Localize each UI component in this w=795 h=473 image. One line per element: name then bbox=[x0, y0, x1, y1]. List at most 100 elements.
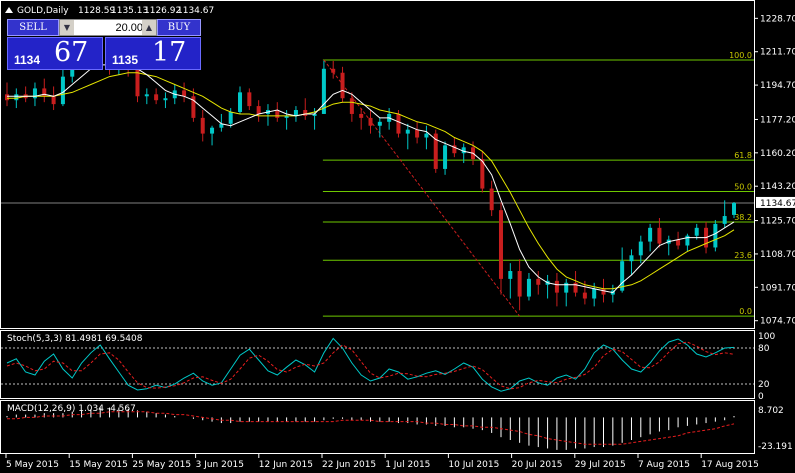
candle-body bbox=[498, 210, 503, 279]
candle-body bbox=[508, 271, 513, 279]
candle-body bbox=[582, 292, 587, 299]
sell-button[interactable]: SELL bbox=[7, 19, 59, 36]
candle-body bbox=[219, 123, 224, 128]
fib-trend-line[interactable] bbox=[323, 59, 521, 317]
candle-body bbox=[340, 72, 345, 99]
fib-level-label: 100.0 bbox=[729, 51, 752, 60]
price-tick-label: 1211.70 bbox=[760, 48, 795, 58]
ask-price-box[interactable]: 1135 17 bbox=[105, 37, 201, 70]
candle-body bbox=[228, 111, 233, 124]
candle-body bbox=[247, 92, 252, 107]
bid-price-prefix: 1134 bbox=[14, 53, 41, 67]
price-tick-label: 1194.70 bbox=[760, 81, 795, 91]
candle-body bbox=[685, 235, 690, 246]
macd-panel-frame bbox=[0, 400, 755, 454]
ask-price-prefix: 1135 bbox=[112, 53, 139, 67]
candle-body bbox=[638, 241, 643, 256]
candle-body bbox=[526, 278, 531, 297]
date-tick-label: 3 Jun 2015 bbox=[196, 460, 244, 470]
date-tick-label: 10 Jul 2015 bbox=[448, 460, 499, 470]
macd-scale-top: 8.702 bbox=[758, 406, 784, 416]
price-tick-label: 1143.20 bbox=[760, 182, 795, 192]
stoch-level-label: 0 bbox=[758, 392, 764, 402]
stoch-levels: 100 80 20 0 bbox=[1, 332, 775, 402]
date-tick-label: 17 Aug 2015 bbox=[701, 460, 759, 470]
candle-body bbox=[573, 282, 578, 293]
fib-level-label: 50.0 bbox=[734, 183, 752, 192]
candle-body bbox=[14, 94, 19, 101]
candle-body bbox=[293, 110, 298, 116]
macd-title: MACD(12,26,9) 1.034 -4.567 bbox=[7, 404, 136, 414]
lot-size-input[interactable] bbox=[75, 20, 145, 35]
candle-body bbox=[554, 280, 559, 293]
candle-body bbox=[443, 145, 448, 169]
collapse-triangle-icon[interactable] bbox=[5, 7, 13, 13]
one-click-trading-panel: SELL ▼ ▲ BUY 1134 67 1135 17 bbox=[7, 19, 201, 70]
candle-body bbox=[312, 113, 317, 116]
candle-body bbox=[284, 115, 289, 118]
lot-size-control: ▼ ▲ bbox=[59, 19, 157, 36]
price-tick-label: 1177.20 bbox=[760, 115, 795, 125]
buy-button[interactable]: BUY bbox=[157, 19, 201, 36]
fib-level-label: 38.2 bbox=[734, 213, 752, 222]
macd-signal-line bbox=[7, 411, 735, 445]
candle-body bbox=[163, 98, 168, 101]
candle-body bbox=[732, 202, 736, 215]
bid-price-box[interactable]: 1134 67 bbox=[7, 37, 103, 70]
date-tick-label: 5 May 2015 bbox=[6, 460, 59, 470]
date-tick-label: 22 Jun 2015 bbox=[322, 460, 376, 470]
candle-body bbox=[321, 68, 326, 114]
candle-body bbox=[480, 159, 485, 189]
stoch-level-label: 20 bbox=[758, 380, 770, 390]
candle-body bbox=[238, 92, 243, 112]
candle-body bbox=[601, 288, 606, 295]
ask-price-big: 17 bbox=[152, 37, 187, 68]
candle-body bbox=[433, 133, 438, 169]
candle-body bbox=[368, 117, 373, 126]
stoch-title: Stoch(5,3,3) 81.4981 69.5408 bbox=[7, 334, 143, 344]
candle-body bbox=[349, 98, 354, 114]
stoch-level-label: 100 bbox=[758, 332, 775, 342]
candle-body bbox=[331, 68, 336, 73]
current-price-tag-text: 1134.67 bbox=[760, 199, 795, 209]
bid-price-big: 67 bbox=[54, 37, 89, 68]
lot-increase-icon[interactable]: ▲ bbox=[142, 20, 156, 35]
candle-body bbox=[489, 188, 494, 211]
candle-body bbox=[135, 68, 140, 97]
price-tick-label: 1108.70 bbox=[760, 250, 795, 260]
candle-body bbox=[377, 121, 382, 126]
candle-body bbox=[154, 94, 159, 101]
moving-average-slow bbox=[7, 72, 735, 290]
candle-body bbox=[191, 96, 196, 118]
candle-body bbox=[517, 271, 522, 297]
price-tick-label: 1125.70 bbox=[760, 217, 795, 227]
ohlc-close: 1134.67 bbox=[177, 6, 214, 16]
symbol-label: GOLD,Daily bbox=[17, 6, 69, 16]
stoch-level-label: 80 bbox=[758, 344, 770, 354]
candle-body bbox=[676, 239, 681, 246]
price-tick-label: 1160.20 bbox=[760, 149, 795, 159]
candle-body bbox=[461, 147, 466, 154]
price-tick-label: 1091.70 bbox=[760, 283, 795, 293]
ohlc-high: 1135.13 bbox=[111, 6, 148, 16]
candle-body bbox=[210, 127, 215, 134]
ohlc-low: 1126.92 bbox=[144, 6, 181, 16]
candle-body bbox=[32, 88, 37, 99]
candle-body bbox=[415, 129, 420, 138]
price-tick-label: 1074.70 bbox=[760, 317, 795, 327]
lot-decrease-icon[interactable]: ▼ bbox=[60, 20, 74, 35]
stoch-signal-line bbox=[6, 341, 735, 390]
candle-body bbox=[405, 129, 410, 134]
candle-body bbox=[694, 227, 699, 236]
candle-body bbox=[722, 216, 727, 224]
candle-body bbox=[424, 133, 429, 138]
fib-level-label: 0.0 bbox=[739, 307, 752, 316]
candle-body bbox=[620, 261, 625, 291]
candle-body bbox=[359, 113, 364, 118]
moving-average-fast bbox=[7, 62, 735, 294]
date-tick-label: 12 Jun 2015 bbox=[259, 460, 313, 470]
candle-body bbox=[629, 255, 634, 262]
fibonacci-retracement[interactable]: 100.0 61.8 50.0 38.2 23.6 0.0 bbox=[322, 51, 754, 317]
macd-scale-bottom: -23.191 bbox=[758, 442, 793, 452]
